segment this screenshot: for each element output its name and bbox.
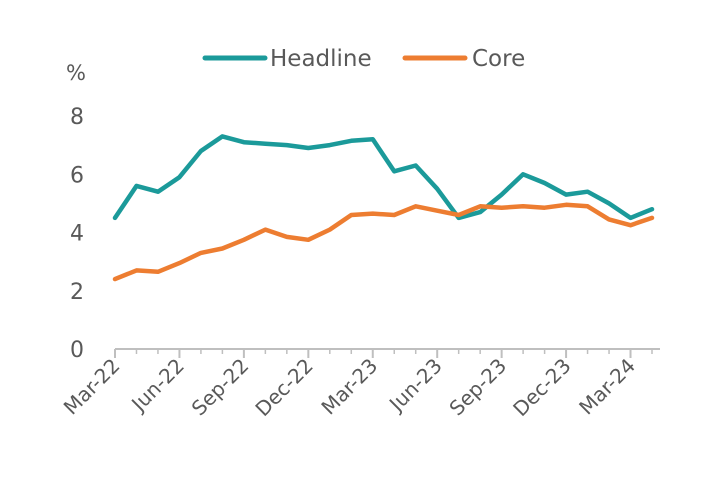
y-tick-label: 6 xyxy=(70,163,84,188)
y-tick-label: 8 xyxy=(70,105,84,130)
x-tick-label: Dec-22 xyxy=(250,354,317,421)
series-line-headline xyxy=(112,134,655,221)
series-lines xyxy=(112,134,655,282)
x-tick-label: Sep-22 xyxy=(187,354,254,421)
y-tick-label: 0 xyxy=(70,338,84,363)
legend-label-core: Core xyxy=(472,46,525,72)
y-tick-label: 4 xyxy=(70,222,84,247)
x-tick-label: Jun-22 xyxy=(125,354,189,418)
legend: Headline Core xyxy=(202,46,525,72)
x-tick-label: Jun-23 xyxy=(383,354,447,418)
x-tick-label: Mar-22 xyxy=(59,354,125,420)
y-tick-label: 2 xyxy=(70,280,84,305)
legend-label-headline: Headline xyxy=(270,46,372,72)
x-tick-label: Mar-23 xyxy=(316,354,382,420)
x-tick-label: Dec-23 xyxy=(508,354,575,421)
x-tick-label: Sep-23 xyxy=(444,354,511,421)
series-line-core xyxy=(112,202,655,282)
y-axis-unit-label: % xyxy=(66,61,86,85)
y-axis-ticks: 0 2 4 6 8 xyxy=(70,105,84,363)
x-tick-label: Mar-24 xyxy=(574,354,640,420)
